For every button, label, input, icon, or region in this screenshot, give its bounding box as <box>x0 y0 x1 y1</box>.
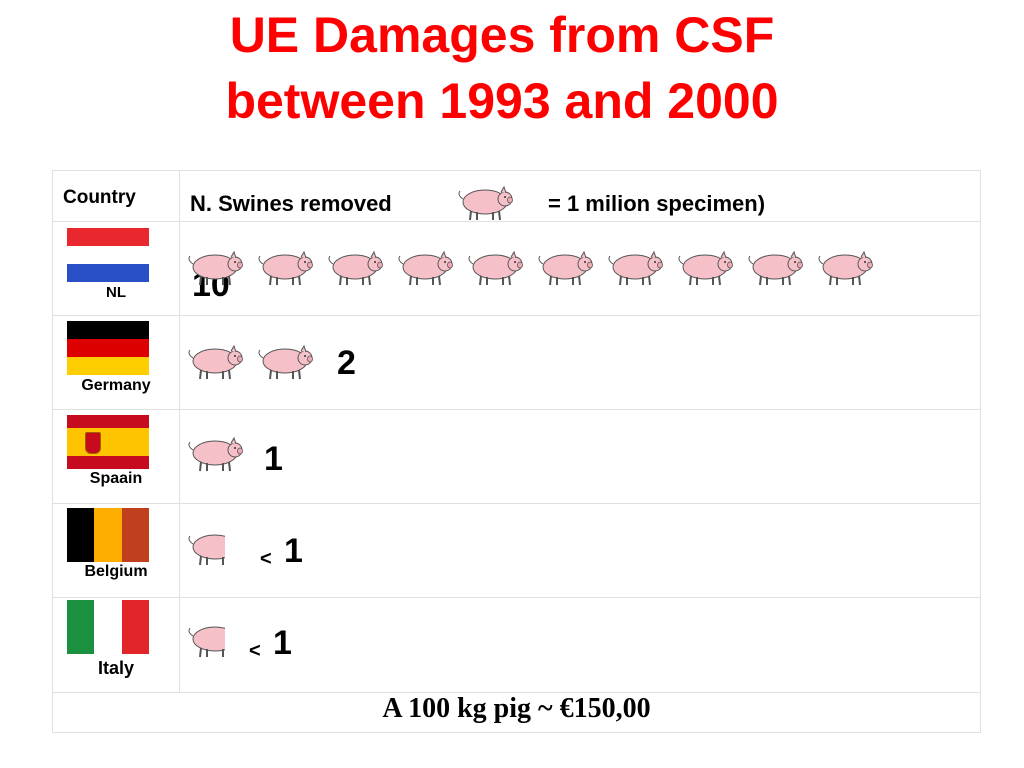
country-cell: Spaain <box>53 410 180 503</box>
coat-of-arms-icon <box>85 432 101 454</box>
swine-count: 2 <box>337 344 356 382</box>
pig-icon <box>608 251 663 286</box>
italy-flag <box>67 600 149 654</box>
table-row: NL 10 <box>53 222 980 316</box>
pigs-cell: < 1 <box>180 504 980 597</box>
swines-header-cell: N. Swines removed = 1 milion specimen) <box>180 171 980 221</box>
pig-icon <box>188 437 243 472</box>
country-cell: Italy <box>53 598 180 692</box>
country-cell: NL <box>53 222 180 315</box>
swine-count: 1 <box>273 624 292 662</box>
swine-count: 1 <box>284 532 303 570</box>
less-than-sign: < <box>249 640 261 662</box>
pigs-cell: < 1 <box>180 598 980 692</box>
table-row: Spaain 1 <box>53 410 980 504</box>
price-note: A 100 kg pig ~ €150,00 <box>382 693 651 724</box>
country-cell: Belgium <box>53 504 180 597</box>
swines-header: N. Swines removed <box>190 191 392 216</box>
legend-text: = 1 milion specimen) <box>548 191 766 216</box>
country-name: NL <box>106 284 126 301</box>
pig-icon <box>678 251 733 286</box>
pigs-cell: 2 <box>180 316 980 409</box>
pig-icon <box>398 251 453 286</box>
pigs-cell: 10 <box>180 222 980 315</box>
page-title: UE Damages from CSF between 1993 and 200… <box>0 2 1004 134</box>
swine-count: 1 <box>264 440 283 478</box>
country-header: Country <box>63 187 136 208</box>
swines-table: Country N. Swines removed = 1 milion spe… <box>52 170 981 733</box>
spain-flag <box>67 415 149 469</box>
pig-icon <box>818 251 873 286</box>
pig-icon <box>258 251 313 286</box>
pig-icon <box>748 251 803 286</box>
pig-icon <box>258 345 313 380</box>
partial-pig-icon <box>188 531 225 566</box>
table-row: Belgium < 1 <box>53 504 980 598</box>
belgium-flag <box>67 508 149 562</box>
title-line-1: UE Damages from CSF <box>229 7 775 63</box>
less-than-sign: < <box>260 548 272 570</box>
table-row: Germany 2 <box>53 316 980 410</box>
pig-icon <box>538 251 593 286</box>
table-row: Italy < 1 <box>53 598 980 693</box>
pig-icon <box>188 251 243 286</box>
pig-icon <box>328 251 383 286</box>
country-name: Belgium <box>84 563 148 580</box>
germany-flag <box>67 321 149 375</box>
country-name: Italy <box>97 658 135 678</box>
netherlands-flag <box>67 228 149 282</box>
country-name: Germany <box>81 377 151 394</box>
country-cell: Germany <box>53 316 180 409</box>
country-header-cell: Country <box>53 171 180 221</box>
pigs-cell: 1 <box>180 410 980 503</box>
table-header-row: Country N. Swines removed = 1 milion spe… <box>53 171 980 222</box>
partial-pig-icon <box>188 623 225 658</box>
pig-icon <box>458 186 513 221</box>
country-name: Spaain <box>89 470 143 487</box>
pig-icon <box>188 345 243 380</box>
pig-icon <box>468 251 523 286</box>
title-line-2: between 1993 and 2000 <box>225 73 779 129</box>
